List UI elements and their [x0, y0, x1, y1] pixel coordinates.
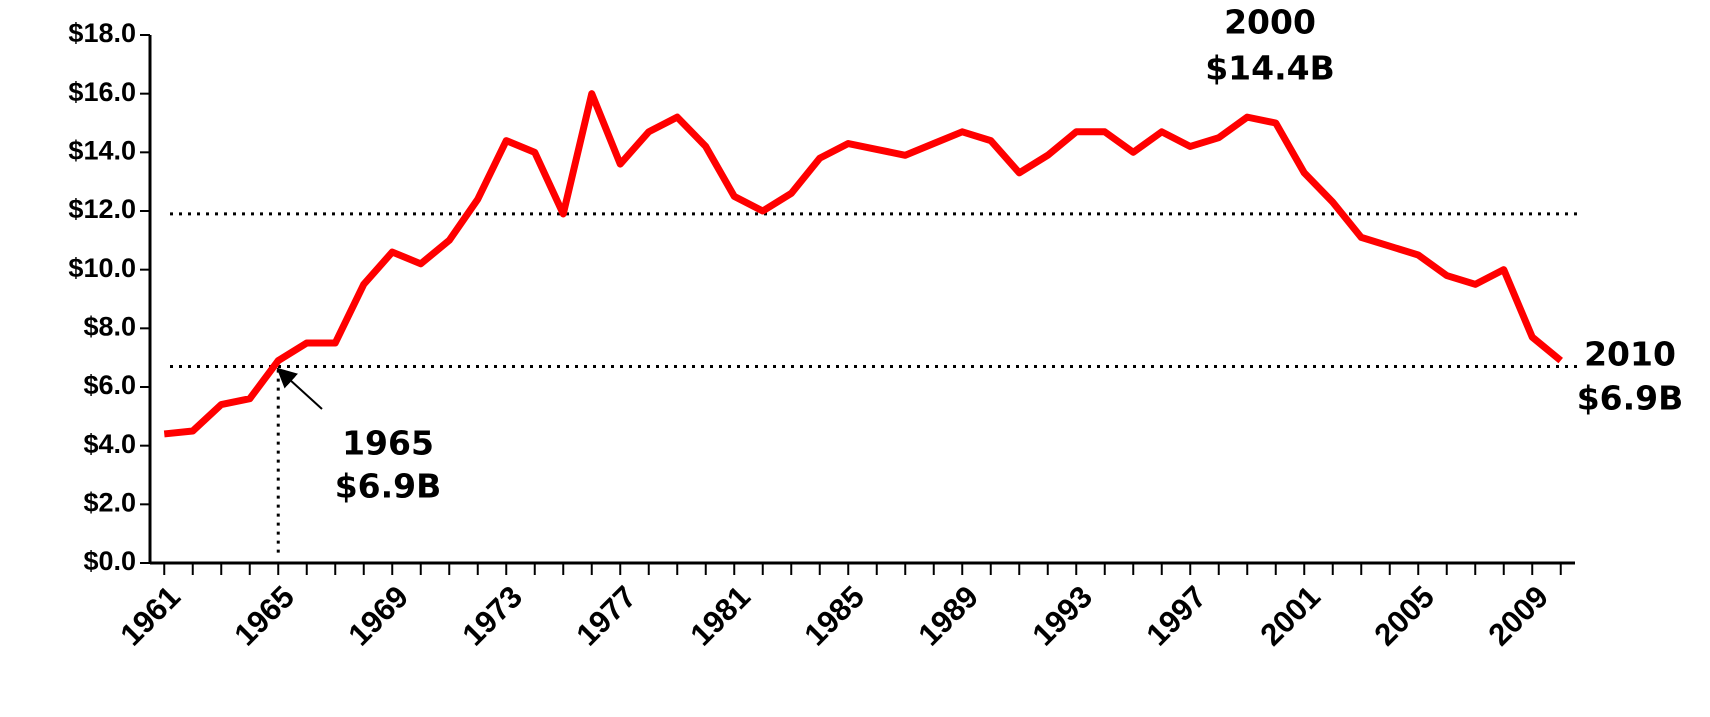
x-tick-label: 1977 — [569, 579, 643, 653]
x-tick-label: 1965 — [227, 579, 301, 653]
x-tick-label: 2009 — [1481, 579, 1555, 653]
x-tick-label: 2005 — [1367, 579, 1441, 653]
y-tick-label: $12.0 — [68, 194, 136, 224]
x-tick-label: 2001 — [1253, 579, 1327, 653]
annotation: $6.9B — [335, 467, 442, 506]
y-tick-label: $8.0 — [83, 311, 136, 341]
y-tick-label: $4.0 — [83, 429, 136, 459]
annotation: 2000 — [1224, 3, 1316, 42]
annotation: 1965 — [342, 424, 434, 463]
y-tick-label: $0.0 — [83, 546, 136, 576]
data-line — [163, 90, 1563, 438]
x-tick-label: 1961 — [113, 579, 187, 653]
x-tick-label: 1981 — [683, 579, 757, 653]
annotation-arrow — [276, 367, 323, 410]
annotation: $14.4B — [1205, 49, 1335, 88]
x-tick-label: 1973 — [455, 579, 529, 653]
x-tick-label: 1993 — [1025, 579, 1099, 653]
x-tick-label: 1985 — [797, 579, 871, 653]
x-tick-label: 1989 — [911, 579, 985, 653]
y-tick-label: $10.0 — [68, 253, 136, 283]
annotation: $6.9B — [1577, 379, 1684, 418]
y-tick-label: $18.0 — [68, 18, 136, 48]
y-tick-label: $6.0 — [83, 370, 136, 400]
x-tick-label: 1969 — [341, 579, 415, 653]
y-tick-label: $14.0 — [68, 135, 136, 165]
y-tick-label: $16.0 — [68, 77, 136, 107]
y-tick-label: $2.0 — [83, 487, 136, 517]
annotation: 2010 — [1584, 335, 1676, 374]
x-tick-label: 1997 — [1139, 579, 1213, 653]
